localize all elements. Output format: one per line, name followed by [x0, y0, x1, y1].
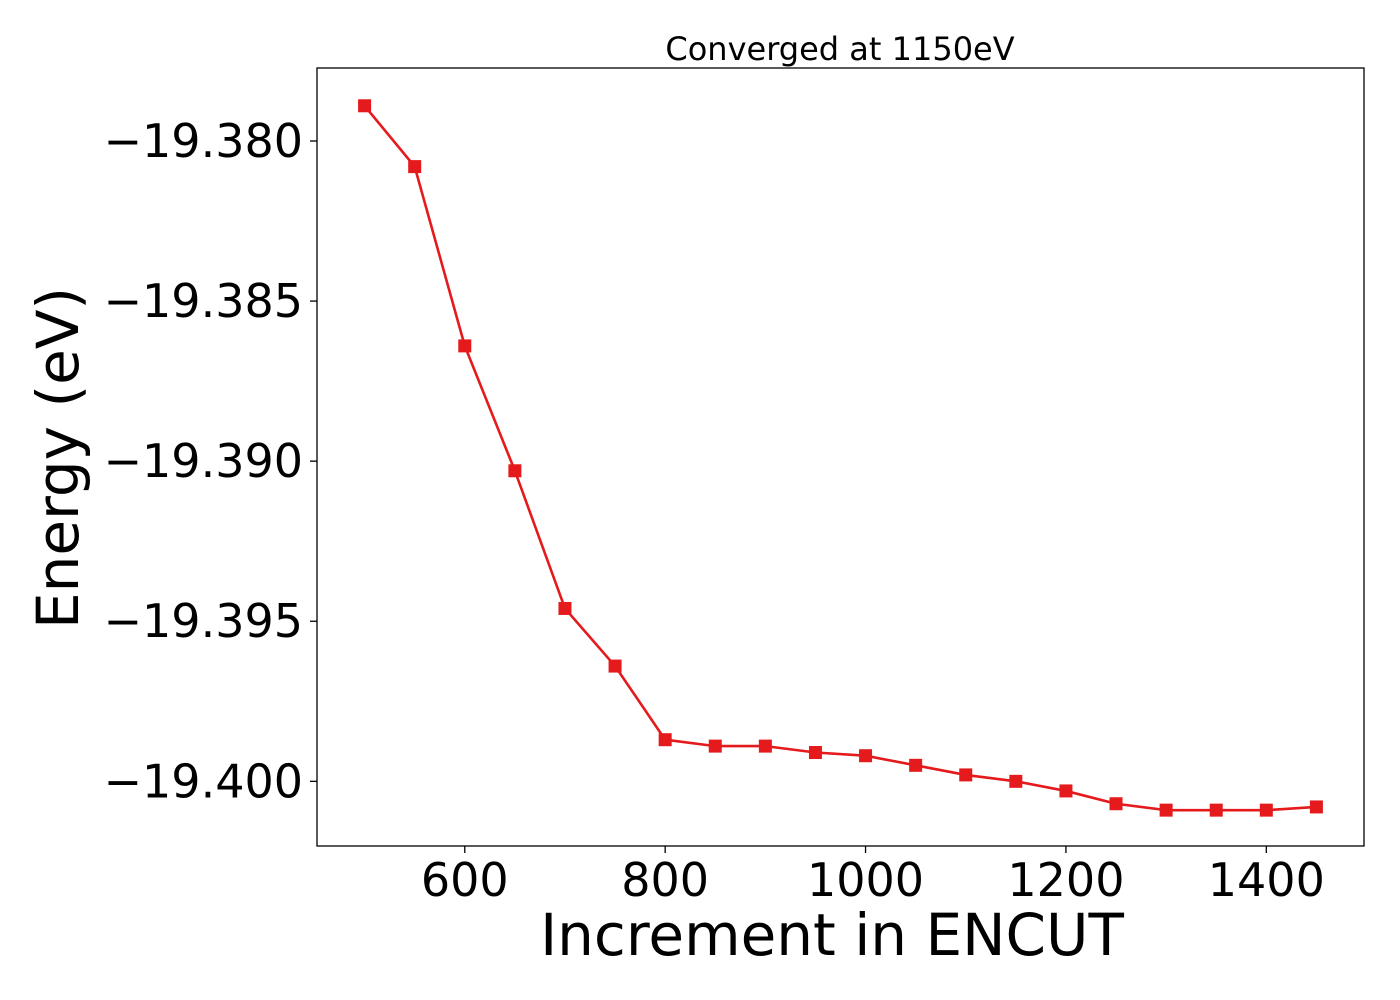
data-point-marker	[959, 768, 973, 782]
data-point-marker	[808, 746, 822, 760]
series-layer	[358, 99, 1323, 817]
x-tick-label: 1400	[1208, 853, 1325, 907]
data-point-marker	[1209, 803, 1223, 817]
plot-area: 600 800 1000 1200 1400 −19.380 −19.385 −19.390…	[104, 67, 1365, 907]
data-point-marker	[558, 601, 572, 615]
chart-title: Converged at 1150eV	[665, 30, 1014, 68]
data-point-marker	[458, 339, 472, 353]
x-axis-label: Increment in ENCUT	[540, 901, 1124, 969]
data-point-marker	[1009, 774, 1023, 788]
data-point-marker	[1109, 797, 1123, 811]
y-tick-label: −19.385	[104, 274, 304, 328]
data-point-marker	[708, 739, 722, 753]
x-tick-label: 1200	[1007, 853, 1124, 907]
data-point-marker	[408, 160, 422, 174]
y-axis-label: Energy (eV)	[24, 287, 92, 629]
plot-frame	[316, 67, 1365, 847]
y-axis-ticks: −19.380 −19.385 −19.390 −19.395 −19.400	[104, 114, 317, 808]
data-point-marker	[358, 99, 372, 113]
data-point-marker	[1309, 800, 1323, 814]
x-tick-label: 1000	[807, 853, 924, 907]
x-tick-label: 600	[421, 853, 509, 907]
data-point-marker	[608, 659, 622, 673]
y-tick-label: −19.380	[104, 114, 304, 168]
x-axis-ticks: 600 800 1000 1200 1400	[421, 846, 1325, 907]
data-point-marker	[909, 758, 923, 772]
y-tick-label: −19.395	[104, 594, 304, 648]
data-point-marker	[1159, 803, 1173, 817]
data-point-marker	[758, 739, 772, 753]
data-point-marker	[1059, 784, 1073, 798]
series-line	[363, 104, 1317, 812]
y-tick-label: −19.400	[104, 754, 304, 808]
y-tick-label: −19.390	[104, 434, 304, 488]
data-point-marker	[508, 464, 522, 478]
data-point-marker	[658, 733, 672, 747]
data-point-marker	[1259, 803, 1273, 817]
x-tick-label: 800	[621, 853, 709, 907]
data-point-marker	[859, 749, 873, 763]
